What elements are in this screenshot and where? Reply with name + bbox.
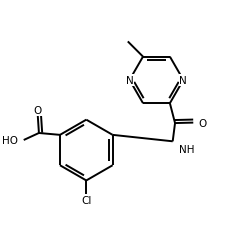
Text: NH: NH	[179, 144, 195, 154]
Text: N: N	[180, 76, 187, 86]
Text: N: N	[126, 76, 133, 86]
Text: HO: HO	[2, 136, 18, 145]
Text: O: O	[198, 118, 206, 128]
Text: O: O	[34, 106, 42, 116]
Text: Cl: Cl	[81, 195, 92, 205]
